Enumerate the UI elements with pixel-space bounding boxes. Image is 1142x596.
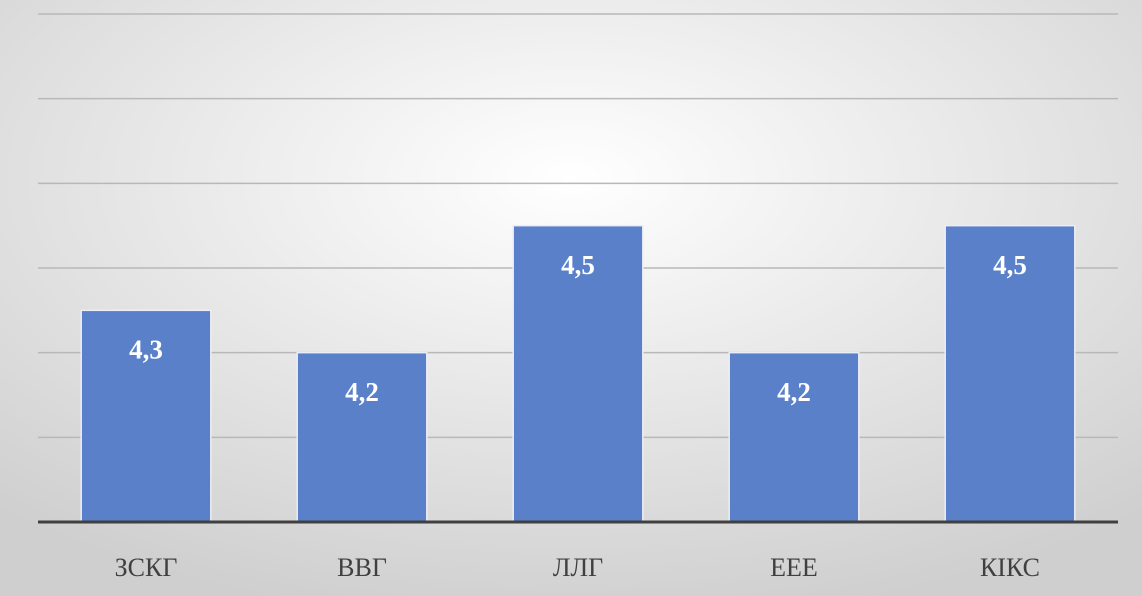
value-label: 4,5 (993, 250, 1027, 280)
value-label: 4,2 (777, 377, 811, 407)
value-label: 4,5 (561, 250, 595, 280)
x-tick-label: ВВГ (337, 553, 387, 582)
x-tick-label: ЛЛГ (553, 553, 603, 582)
x-tick-label: ЕЕЕ (770, 553, 818, 582)
x-tick-label: КІКС (980, 553, 1040, 582)
bar (80, 309, 212, 523)
x-tick-label: ЗСКГ (115, 553, 178, 582)
value-label: 4,3 (129, 335, 163, 365)
value-label: 4,2 (345, 377, 379, 407)
